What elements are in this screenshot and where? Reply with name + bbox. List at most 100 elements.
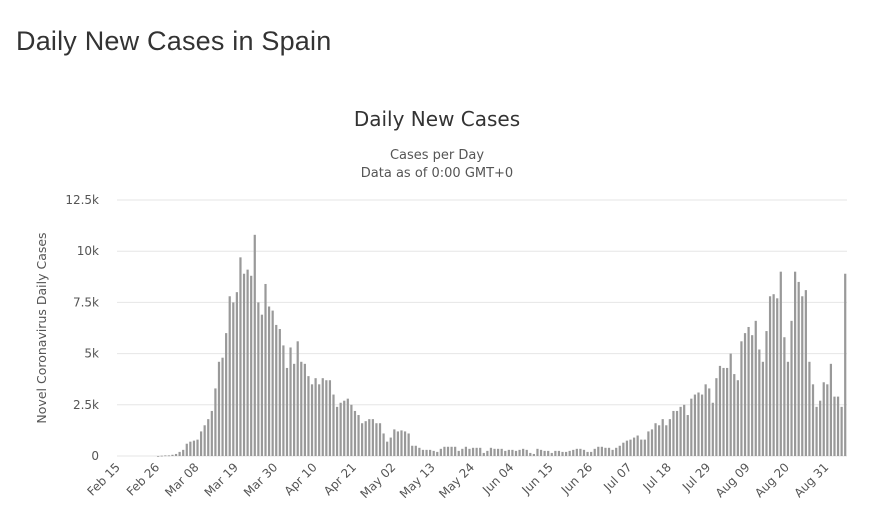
- x-tick-label: Apr 10: [282, 460, 320, 498]
- x-tick-label: Mar 19: [202, 460, 241, 499]
- bar: [532, 453, 535, 456]
- bar: [779, 271, 782, 456]
- y-axis-title: Novel Coronavirus Daily Cases: [34, 232, 49, 423]
- bar: [582, 449, 586, 456]
- bar: [790, 320, 793, 456]
- bar: [747, 326, 750, 456]
- bar: [590, 451, 593, 456]
- bar: [622, 442, 625, 456]
- bar: [314, 378, 317, 456]
- bar: [715, 378, 718, 456]
- bar: [547, 450, 550, 456]
- bar: [421, 449, 425, 456]
- bar: [461, 448, 464, 456]
- bar: [611, 449, 614, 456]
- bar: [214, 388, 217, 456]
- bar: [242, 273, 246, 456]
- chart-subtitle-line-2: Data as of 0:00 GMT+0: [361, 166, 513, 181]
- bar: [164, 455, 167, 457]
- x-tick-label: Jul 18: [640, 460, 674, 494]
- bar: [836, 396, 840, 456]
- bar: [625, 440, 629, 456]
- bar: [586, 451, 589, 456]
- bar: [486, 450, 489, 456]
- bar: [615, 447, 618, 456]
- bar: [446, 446, 450, 456]
- bar: [525, 449, 528, 456]
- bar: [310, 384, 314, 456]
- bar: [636, 435, 639, 456]
- bar-series: [157, 234, 847, 457]
- bar: [171, 454, 174, 456]
- bar: [318, 384, 321, 456]
- bar: [708, 388, 711, 456]
- bar: [403, 431, 407, 456]
- bar: [808, 361, 811, 456]
- bar: [192, 440, 196, 456]
- bar: [364, 421, 367, 456]
- x-tick-label: Aug 09: [713, 460, 753, 500]
- bar: [776, 298, 779, 456]
- x-tick-label: Mar 30: [241, 460, 280, 499]
- bar: [260, 314, 264, 456]
- x-tick-label: Jul 07: [600, 460, 634, 494]
- bar: [432, 450, 435, 456]
- bar: [203, 425, 206, 456]
- bar: [482, 452, 485, 456]
- bar: [375, 423, 378, 456]
- bar: [686, 415, 689, 456]
- bar: [178, 451, 181, 456]
- bar: [325, 380, 328, 456]
- bar: [514, 450, 518, 456]
- bar: [557, 450, 561, 456]
- bar: [328, 380, 332, 456]
- x-axis-ticks: Feb 15 Feb 26 Mar 08 Mar 19 Mar 30 Apr 10 Apr …: [84, 460, 831, 501]
- bar: [371, 419, 374, 456]
- x-tick-label: Feb 26: [124, 460, 162, 498]
- bar: [257, 302, 260, 456]
- bar: [246, 269, 249, 456]
- bar: [564, 451, 568, 456]
- bar: [801, 296, 804, 456]
- bar: [271, 310, 274, 456]
- bar: [643, 439, 646, 456]
- bar: [332, 394, 335, 456]
- bar: [425, 449, 428, 456]
- bar: [278, 329, 281, 456]
- bar: [400, 430, 403, 456]
- bar: [307, 376, 310, 456]
- bar: [772, 294, 775, 456]
- bar: [758, 349, 761, 456]
- bar: [335, 406, 339, 456]
- bar: [489, 447, 493, 456]
- bar: [786, 361, 790, 456]
- x-tick-label: May 13: [397, 460, 438, 501]
- bar: [704, 384, 707, 456]
- grid-lines: [117, 199, 847, 457]
- bar: [697, 392, 700, 456]
- chart-subtitle-line-1: Cases per Day: [390, 148, 484, 163]
- bar: [554, 450, 557, 456]
- bar: [665, 425, 668, 456]
- bar: [683, 404, 686, 456]
- bar: [543, 450, 546, 456]
- bar: [411, 445, 414, 456]
- bar: [504, 450, 507, 456]
- bar: [783, 337, 786, 456]
- y-tick-label: 7.5k: [73, 295, 99, 309]
- y-tick-label: 10k: [77, 244, 99, 258]
- bar: [157, 455, 160, 457]
- bar: [239, 257, 242, 456]
- bar: [726, 367, 729, 456]
- bar: [822, 382, 825, 456]
- bar: [618, 445, 621, 456]
- bar: [711, 402, 714, 456]
- bar: [679, 406, 682, 456]
- bar: [575, 448, 578, 456]
- bar: [529, 452, 532, 456]
- y-tick-label: 0: [91, 449, 99, 463]
- bar: [658, 425, 661, 456]
- bar: [450, 446, 453, 456]
- x-tick-label: May 02: [358, 460, 399, 501]
- bar: [361, 423, 364, 456]
